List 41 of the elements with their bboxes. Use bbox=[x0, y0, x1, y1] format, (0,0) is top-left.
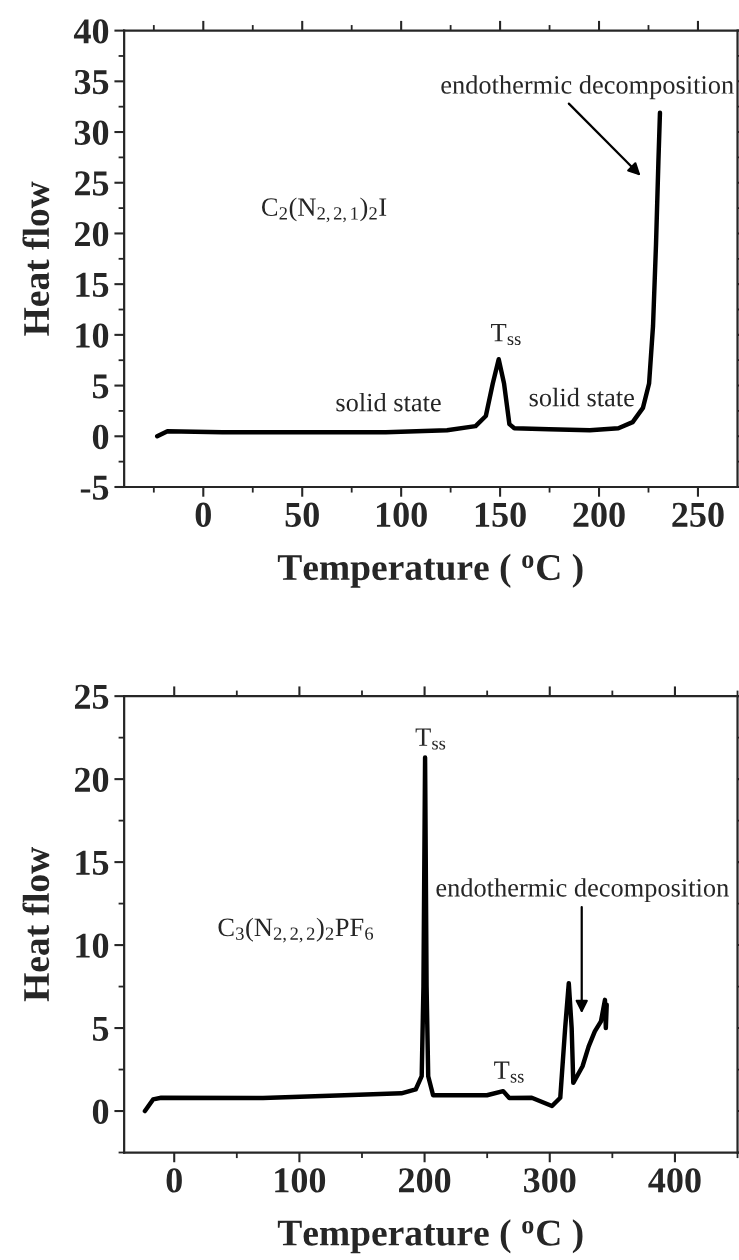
x-tick-label: 0 bbox=[195, 502, 211, 527]
y-tick-label: 10 bbox=[76, 933, 109, 958]
y-axis-title: Heat flow bbox=[22, 846, 50, 1002]
y-tick-label: 35 bbox=[74, 69, 109, 95]
y-tick-label: 15 bbox=[76, 272, 109, 298]
y-tick-label: 25 bbox=[74, 171, 109, 196]
x-tick-label: 150 bbox=[475, 502, 526, 527]
line-series bbox=[154, 110, 663, 439]
y-tick-label: 25 bbox=[74, 684, 109, 710]
annotation: C$_{3}$(N$_{2,2,2}$)$_{2}$PF$_{6}$ bbox=[218, 917, 374, 943]
y-tick-label: 10 bbox=[76, 323, 109, 348]
y-tick-label: 0 bbox=[92, 1099, 109, 1124]
y-axis-title: Heat flow bbox=[22, 181, 50, 336]
x-tick-label: 200 bbox=[573, 502, 625, 527]
annotation: solid state bbox=[529, 387, 634, 407]
y-tick-label: 5 bbox=[92, 374, 109, 399]
x-tick-label: 50 bbox=[285, 502, 319, 527]
annotation: solid state bbox=[336, 392, 441, 412]
x-tick-label: 200 bbox=[399, 1168, 451, 1193]
annotation: T$_{ss}$ bbox=[494, 1061, 524, 1083]
y-tick-label: 15 bbox=[76, 850, 109, 875]
annotation: T$_{ss}$ bbox=[491, 323, 521, 346]
annotation: endothermic decomposition bbox=[436, 878, 729, 903]
y-tick-label: -5 bbox=[80, 475, 109, 500]
y-tick-label: 30 bbox=[74, 120, 109, 145]
y-tick-label: 40 bbox=[73, 19, 109, 44]
y-tick-label: 20 bbox=[74, 221, 109, 247]
x-tick-label: 300 bbox=[524, 1168, 576, 1193]
y-tick-label: 20 bbox=[74, 767, 109, 793]
annotation: endothermic decomposition bbox=[441, 75, 734, 100]
annotation: C$_{2}$(N$_{2,2,1}$)$_{2}$I bbox=[261, 197, 387, 223]
x-axis-title: Temperature ( $^{o}$C ) bbox=[277, 553, 583, 588]
x-tick-label: 0 bbox=[166, 1168, 182, 1193]
x-tick-label: 100 bbox=[275, 1168, 326, 1193]
annotation: T$_{ss}$ bbox=[415, 728, 446, 750]
x-tick-label: 100 bbox=[376, 502, 427, 527]
x-tick-label: 250 bbox=[672, 502, 724, 527]
y-tick-label: 5 bbox=[92, 1016, 109, 1041]
x-tick-label: 400 bbox=[648, 1168, 701, 1193]
x-axis-title: Temperature ( $^{o}$C ) bbox=[277, 1219, 583, 1254]
y-tick-label: 0 bbox=[92, 424, 109, 450]
